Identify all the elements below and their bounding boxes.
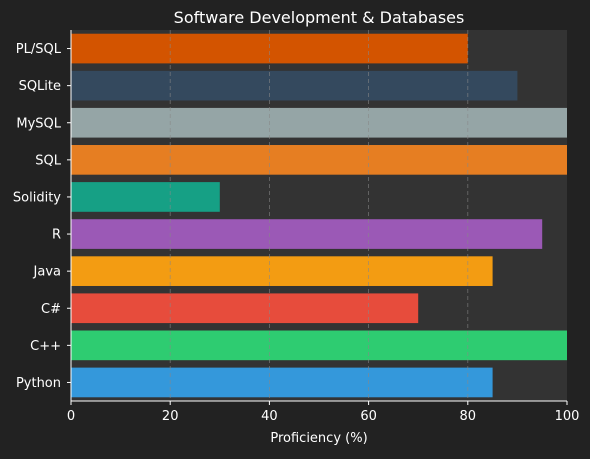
y-tick-label: SQL (35, 153, 61, 168)
bar-c- (71, 293, 419, 324)
axes (70, 30, 567, 402)
y-tick-label: C# (41, 302, 61, 317)
bar-python (71, 367, 493, 398)
y-tick-label: Solidity (13, 190, 61, 205)
bar-java (71, 256, 493, 286)
bar-mysql (71, 107, 567, 138)
x-axis-label: Proficiency (%) (270, 431, 367, 446)
y-tick-label: C++ (30, 339, 61, 354)
y-tick-label: R (52, 228, 61, 243)
bar-sqlite (71, 70, 518, 101)
x-tick-label: 40 (261, 409, 278, 424)
grid-lines (169, 30, 469, 401)
y-tick-label: PL/SQL (16, 42, 62, 57)
y-tick-label: Java (33, 265, 61, 280)
tick-labels: Python C++ C# Java R Solidity SQL MySQL SQLite PL… (13, 42, 580, 424)
x-tick-label: 0 (67, 409, 75, 424)
bar-sql (71, 145, 567, 175)
y-tick-label: Python (16, 376, 61, 391)
y-tick-label: MySQL (16, 116, 61, 131)
x-tick-label: 20 (162, 409, 179, 424)
bars (71, 33, 567, 398)
x-tick-label: 80 (460, 409, 477, 424)
chart-title: Software Development & Databases (174, 8, 465, 27)
bar-solidity (71, 182, 220, 212)
x-tick-label: 100 (555, 409, 580, 424)
x-tick-label: 60 (360, 409, 377, 424)
bar-r (71, 219, 543, 249)
y-tick-label: SQLite (19, 79, 61, 94)
bar-c- (71, 330, 567, 361)
